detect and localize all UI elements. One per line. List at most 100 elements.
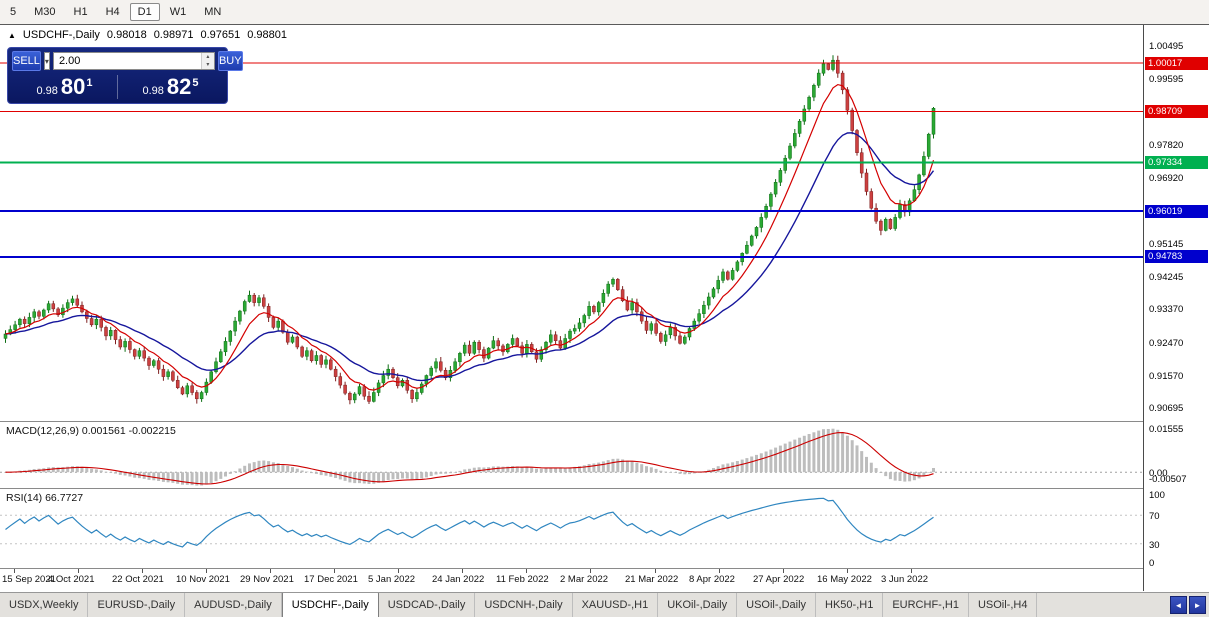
macd-axis-label: 0.01555 xyxy=(1149,423,1184,435)
price-tick: 0.97820 xyxy=(1149,139,1184,151)
main-chart-canvas[interactable] xyxy=(0,25,1143,421)
time-tick xyxy=(719,569,720,573)
rsi-axis-label: 70 xyxy=(1149,511,1160,523)
chart-tab-eurchf-h1[interactable]: EURCHF-,H1 xyxy=(883,593,969,617)
volume-preset-dropdown[interactable]: ▾ xyxy=(43,52,50,70)
one-click-trade-panel: SELL ▾ ▴ ▾ BUY 0.98 80 1 xyxy=(7,47,243,104)
symbol-ohlc-header: ▲ USDCHF-,Daily 0.98018 0.98971 0.97651 … xyxy=(8,29,287,41)
volume-decrease-button[interactable]: ▾ xyxy=(201,61,214,69)
date-label: 21 Mar 2022 xyxy=(625,574,679,585)
macd-label: MACD(12,26,9) 0.001561 -0.002215 xyxy=(6,425,176,437)
chart-tab-hk50-h1[interactable]: HK50-,H1 xyxy=(816,593,884,617)
price-tick: 0.95145 xyxy=(1149,238,1184,250)
macd-axis-label: -0.00507 xyxy=(1149,474,1187,485)
timeframe-button-h1[interactable]: H1 xyxy=(73,6,88,18)
price-tick: 0.91570 xyxy=(1149,370,1184,382)
timeframe-button-d1[interactable]: D1 xyxy=(129,3,160,21)
price-tick: 0.99595 xyxy=(1149,73,1184,85)
time-tick xyxy=(847,569,848,573)
timeframe-button-h4[interactable]: H4 xyxy=(105,6,120,18)
timeframe-button-mn[interactable]: MN xyxy=(204,6,222,18)
rsi-panel-canvas[interactable] xyxy=(0,489,1143,568)
date-label: 27 Apr 2022 xyxy=(753,574,805,585)
macd-axis-label: 0.00 xyxy=(1149,468,1168,480)
macd-panel-canvas[interactable] xyxy=(0,422,1143,488)
symbol-marker-icon: ▲ xyxy=(8,30,16,40)
rsi-axis-label: 100 xyxy=(1149,490,1165,501)
panel-resize-handle[interactable] xyxy=(0,421,1209,422)
ohlc-high: 0.98971 xyxy=(153,29,194,41)
price-axis[interactable]: 1.00495 0.99595 0.97820 0.96920 0.95145 0.942… xyxy=(1143,25,1209,591)
price-level-badge: 0.96019 xyxy=(1145,204,1208,218)
trade-controls-row: SELL ▾ ▴ ▾ BUY xyxy=(12,51,243,71)
chart-tab-usoil-daily[interactable]: USOil-,Daily xyxy=(737,593,817,617)
timeframe-button-m30[interactable]: M30 xyxy=(34,6,56,18)
time-tick xyxy=(526,569,527,573)
timeframe-button-w1[interactable]: W1 xyxy=(169,6,187,18)
timeframe-button-5[interactable]: 5 xyxy=(10,6,17,18)
date-label: 5 Jan 2022 xyxy=(368,574,416,585)
time-tick xyxy=(14,569,15,573)
date-label: 29 Nov 2021 xyxy=(240,574,294,585)
tabs-scroll-left-button[interactable]: ◄ xyxy=(1170,596,1187,614)
chart-tab-eurusd-daily[interactable]: EURUSD-,Daily xyxy=(88,593,186,617)
volume-input[interactable] xyxy=(53,55,201,67)
price-tick: 0.93370 xyxy=(1149,304,1184,316)
time-tick xyxy=(655,569,656,573)
symbol-name: USDCHF-,Daily xyxy=(22,29,100,41)
chart-tab-usoil-h4[interactable]: USOil-,H4 xyxy=(969,593,1038,617)
buy-price[interactable]: 0.98 82 5 xyxy=(118,75,223,98)
date-label: 24 Jan 2022 xyxy=(432,574,485,585)
date-label: 22 Oct 2021 xyxy=(112,574,164,585)
volume-input-wrap: ▴ ▾ xyxy=(52,52,215,70)
sell-price-pips: 80 xyxy=(60,73,86,99)
tab-scroll-controls: ◄ ► xyxy=(1167,593,1209,617)
buy-button[interactable]: BUY xyxy=(217,51,243,71)
price-tick: 0.90695 xyxy=(1149,403,1184,415)
chart-tab-ukoil-daily[interactable]: UKOil-,Daily xyxy=(658,593,738,617)
date-label: 15 Sep 2021 xyxy=(2,574,56,585)
sell-price-point: 1 xyxy=(86,76,93,89)
ohlc-close: 0.98801 xyxy=(247,29,287,41)
date-label: 2 Mar 2022 xyxy=(560,574,609,585)
date-label: 10 Nov 2021 xyxy=(176,574,230,585)
sell-button[interactable]: SELL xyxy=(12,51,41,71)
time-tick xyxy=(270,569,271,573)
chart-tab-audusd-daily[interactable]: AUDUSD-,Daily xyxy=(185,593,282,617)
panel-separator xyxy=(0,568,1209,569)
price-tick: 1.00495 xyxy=(1149,40,1184,52)
tabs-scroll-right-button[interactable]: ► xyxy=(1189,596,1206,614)
date-label: 3 Jun 2022 xyxy=(881,574,929,585)
time-tick xyxy=(783,569,784,573)
rsi-axis-label: 30 xyxy=(1149,539,1160,551)
time-axis[interactable]: 15 Sep 2021 4 Oct 2021 22 Oct 2021 10 Nov 2… xyxy=(0,569,1143,591)
time-tick xyxy=(142,569,143,573)
price-level-badge: 0.98709 xyxy=(1145,105,1208,119)
time-tick xyxy=(462,569,463,573)
date-label: 17 Dec 2021 xyxy=(304,574,358,585)
volume-spinner: ▴ ▾ xyxy=(200,53,214,69)
date-label: 11 Feb 2022 xyxy=(496,574,549,585)
ohlc-open: 0.98018 xyxy=(106,29,147,41)
price-level-badge: 0.94783 xyxy=(1145,250,1208,264)
date-label: 16 May 2022 xyxy=(817,574,872,585)
volume-increase-button[interactable]: ▴ xyxy=(201,53,214,61)
chevron-down-icon: ▾ xyxy=(44,56,49,66)
chart-tab-usdcad-daily[interactable]: USDCAD-,Daily xyxy=(379,593,476,617)
chart-tab-xauusd-h1[interactable]: XAUUSD-,H1 xyxy=(573,593,659,617)
time-tick xyxy=(334,569,335,573)
chart-tab-usdx-weekly[interactable]: USDX,Weekly xyxy=(0,593,89,617)
panel-resize-handle[interactable] xyxy=(0,488,1209,489)
chart-tab-usdchf-daily[interactable]: USDCHF-,Daily xyxy=(281,593,379,617)
time-tick xyxy=(590,569,591,573)
sell-price[interactable]: 0.98 80 1 xyxy=(12,73,117,99)
price-chart-panel[interactable]: ▲ USDCHF-,Daily 0.98018 0.98971 0.97651 … xyxy=(0,25,1143,421)
rsi-axis-label: 0 xyxy=(1149,558,1155,569)
time-tick xyxy=(78,569,79,573)
chart-tab-usdcnh-daily[interactable]: USDCNH-,Daily xyxy=(475,593,573,617)
price-divider xyxy=(117,74,118,99)
time-tick xyxy=(398,569,399,573)
price-tick: 0.96920 xyxy=(1149,172,1184,184)
trade-prices-row: 0.98 80 1 0.98 82 5 xyxy=(12,73,223,100)
